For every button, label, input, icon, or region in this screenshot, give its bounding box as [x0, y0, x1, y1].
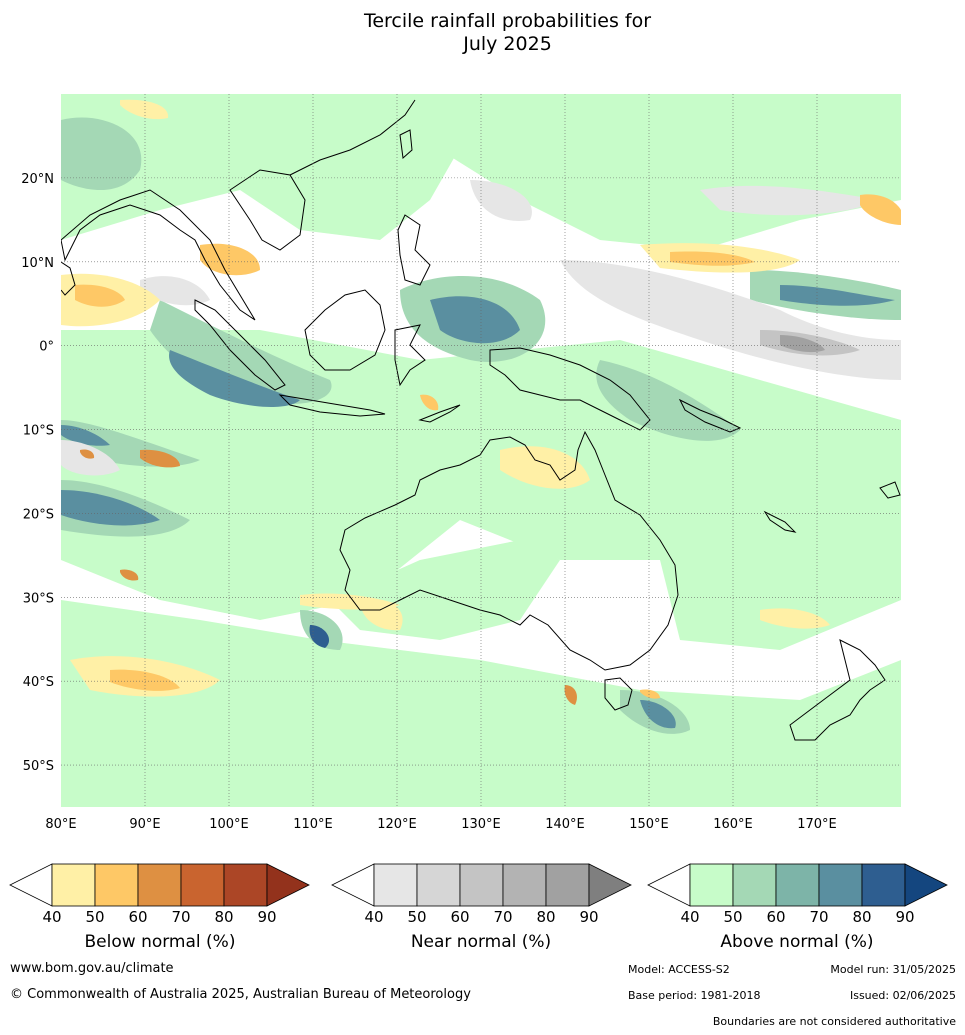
y-tick-label: 30°S — [23, 591, 54, 606]
x-tick-label: 170°E — [797, 817, 837, 832]
solomon-islands-outline — [678, 398, 742, 433]
new-guinea-outline — [489, 347, 651, 431]
x-tick-label: 130°E — [461, 817, 501, 832]
colorbar-swatch — [180, 863, 225, 907]
australia-outline — [339, 430, 679, 671]
colorbar-tick-label: 70 — [809, 908, 828, 926]
y-tick-label: 20°N — [21, 172, 54, 187]
sri-lanka-outline — [61, 261, 76, 296]
mainland-asia-outline — [61, 189, 256, 321]
x-tick-label: 80°E — [45, 817, 76, 832]
colorbar-swatch — [775, 863, 820, 907]
colorbar-min-extend — [9, 863, 53, 907]
x-tick-label: 100°E — [209, 817, 249, 832]
colorbar-swatch — [545, 863, 590, 907]
x-tick-label: 160°E — [713, 817, 753, 832]
x-tick-label: 120°E — [377, 817, 417, 832]
indochina-outline — [229, 169, 306, 251]
colorbar-min-extend — [647, 863, 691, 907]
colorbar-tick-label: 50 — [85, 908, 104, 926]
taiwan-outline — [399, 129, 413, 160]
colorbar-min-extend — [331, 863, 375, 907]
x-tick-label: 90°E — [129, 817, 160, 832]
map-panel[interactable] — [61, 94, 901, 807]
colorbar-tick-label: 80 — [536, 908, 555, 926]
colorbar-tick-label: 40 — [364, 908, 383, 926]
philippines-outline — [397, 214, 431, 286]
colorbar-below: 40 50 60 70 80 90 — [9, 863, 310, 926]
model-run: Model run: 31/05/2025 — [830, 963, 956, 976]
fiji-outline — [879, 481, 901, 499]
colorbar-tick-label: 90 — [895, 908, 914, 926]
map-title: Tercile rainfall probabilities for July … — [0, 10, 965, 56]
sumatra-outline — [194, 299, 286, 391]
y-tick-label: 10°S — [23, 424, 54, 439]
colorbar-tick-label: 50 — [407, 908, 426, 926]
colorbar-max-extend — [266, 863, 310, 907]
y-tick-label: 10°N — [21, 256, 54, 271]
colorbar-swatch — [689, 863, 734, 907]
colorbar-tick-label: 80 — [214, 908, 233, 926]
colorbar-swatch — [416, 863, 461, 907]
y-tick-label: 0° — [39, 340, 54, 355]
new-zealand-outline — [789, 639, 886, 741]
website-link[interactable]: www.bom.gov.au/climate — [10, 961, 174, 976]
colorbar-swatch — [51, 863, 96, 907]
colorbar-swatch — [459, 863, 504, 907]
colorbar-tick-label: 60 — [128, 908, 147, 926]
x-tick-label: 110°E — [293, 817, 333, 832]
coastlines — [61, 99, 901, 741]
colorbar-swatch — [137, 863, 182, 907]
borneo-outline — [304, 289, 386, 371]
colorbar-above: 40 50 60 70 80 90 — [647, 863, 948, 926]
colorbar-tick-label: 80 — [852, 908, 871, 926]
tasmania-outline — [604, 677, 633, 711]
colorbar-swatch — [732, 863, 777, 907]
colorbar-tick-label: 90 — [257, 908, 276, 926]
colorbar-max-extend — [588, 863, 632, 907]
java-outline — [278, 394, 386, 417]
title-line-1: Tercile rainfall probabilities for — [363, 10, 652, 32]
colorbar-tick-label: 50 — [723, 908, 742, 926]
colorbar-tick-label: 60 — [766, 908, 785, 926]
china-coast-outline — [289, 99, 416, 176]
title-line-2: July 2025 — [463, 33, 552, 55]
colorbar-swatch — [861, 863, 906, 907]
base-period: Base period: 1981-2018 — [628, 989, 761, 1002]
boundaries-note: Boundaries are not considered authoritat… — [712, 1015, 956, 1028]
y-tick-label: 40°S — [23, 675, 54, 690]
colorbar-swatch — [502, 863, 547, 907]
colorbar-tick-label: 40 — [680, 908, 699, 926]
colorbar-tick-label: 90 — [579, 908, 598, 926]
y-tick-label: 20°S — [23, 507, 54, 522]
copyright-text: © Commonwealth of Australia 2025, Austra… — [10, 987, 471, 1002]
x-axis-labels: 80°E 90°E 100°E 110°E 120°E 130°E 140°E 150°E 16… — [45, 817, 836, 832]
above-normal-caption: Above normal (%) — [720, 932, 874, 952]
colorbar-swatch — [818, 863, 863, 907]
colorbar-swatch — [223, 863, 268, 907]
y-axis-labels: 20°N 10°N 0° 10°S 20°S 30°S 40°S 50°S — [21, 172, 54, 774]
sulawesi-outline — [394, 324, 426, 387]
colorbar-max-extend — [904, 863, 948, 907]
y-tick-label: 50°S — [23, 759, 54, 774]
near-normal-caption: Near normal (%) — [410, 932, 552, 952]
x-tick-label: 140°E — [545, 817, 585, 832]
colorbar-swatch — [373, 863, 418, 907]
below-normal-caption: Below normal (%) — [84, 932, 236, 952]
new-caledonia-outline — [763, 510, 797, 533]
colorbar-swatch — [94, 863, 139, 907]
colorbar-tick-label: 40 — [42, 908, 61, 926]
model-name: Model: ACCESS-S2 — [628, 963, 730, 976]
gridlines — [61, 94, 901, 807]
colorbar-tick-label: 60 — [450, 908, 469, 926]
issued-date: Issued: 02/06/2025 — [849, 989, 956, 1002]
x-tick-label: 150°E — [629, 817, 669, 832]
colorbar-near: 40 50 60 70 80 90 — [331, 863, 632, 926]
colorbar-tick-label: 70 — [171, 908, 190, 926]
colorbar-tick-label: 70 — [493, 908, 512, 926]
timor-outline — [418, 404, 461, 423]
